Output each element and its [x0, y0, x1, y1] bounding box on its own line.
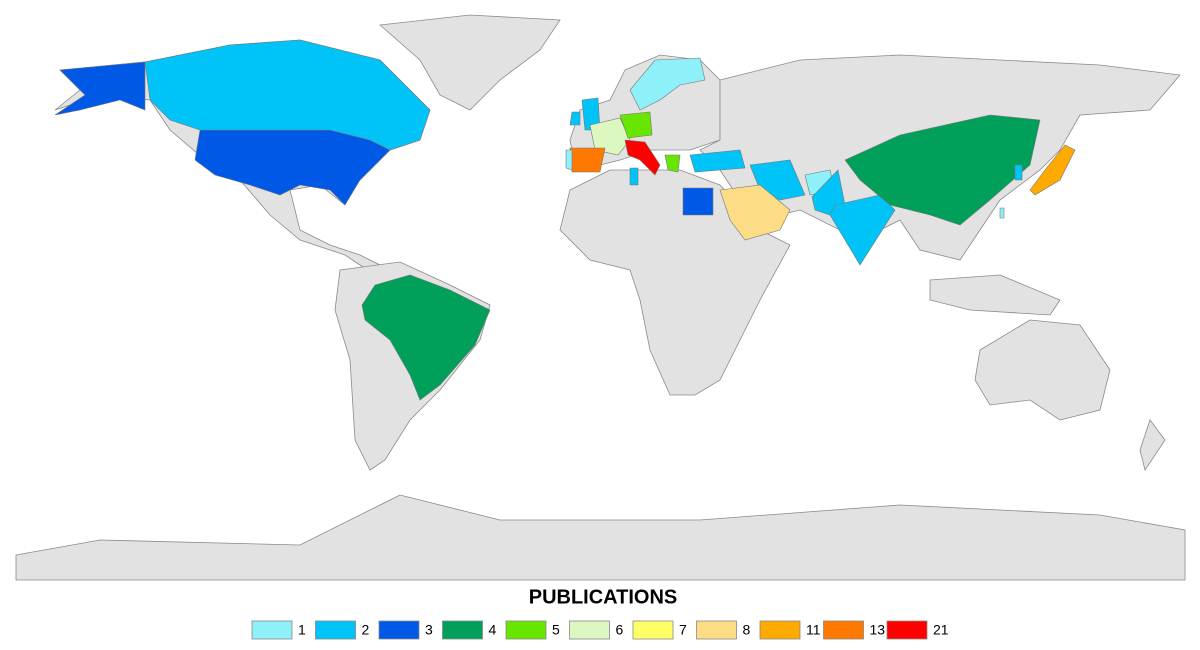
new-zealand — [1139, 419, 1166, 471]
country — [361, 274, 491, 401]
legend-label: 6 — [616, 622, 624, 638]
country — [589, 117, 631, 156]
country — [624, 139, 661, 176]
legend-label: 11 — [806, 622, 821, 638]
legend-swatch — [632, 620, 674, 640]
australia — [974, 319, 1111, 421]
legend-label: 21 — [933, 622, 949, 638]
legend-swatch — [696, 620, 737, 640]
islands — [929, 274, 1061, 316]
legend: 1 2 3 4 5 6 7 8 11 13 21 — [251, 620, 949, 640]
legend-swatch — [886, 620, 928, 640]
country — [689, 149, 746, 173]
legend-label: 7 — [679, 622, 687, 638]
legend-label: 5 — [552, 622, 560, 638]
regions — [54, 39, 1076, 401]
legend-swatch — [251, 620, 293, 640]
legend-swatch — [442, 620, 483, 640]
country — [629, 167, 639, 186]
legend-label: 3 — [425, 622, 433, 638]
country — [1014, 164, 1023, 181]
legend-swatch — [505, 620, 547, 640]
country — [999, 207, 1005, 219]
country — [54, 61, 146, 116]
greenland — [379, 14, 561, 111]
legend-swatch — [823, 620, 864, 640]
legend-swatch — [315, 620, 356, 640]
country — [1029, 144, 1076, 196]
legend-label: 1 — [298, 622, 306, 638]
africa — [559, 169, 791, 396]
legend-label: 2 — [362, 622, 370, 638]
legend-label: 13 — [870, 622, 886, 638]
country — [565, 149, 573, 171]
legend-title: PUBLICATIONS — [529, 586, 678, 608]
country — [719, 184, 791, 241]
country — [682, 187, 714, 216]
legend-swatch — [759, 620, 801, 640]
country — [844, 114, 1041, 226]
legend-swatch — [378, 620, 420, 640]
legend-swatch — [569, 620, 610, 640]
antarctica — [15, 494, 1186, 581]
country — [569, 111, 581, 126]
country — [664, 154, 681, 173]
legend-label: 8 — [743, 622, 751, 638]
country — [629, 57, 706, 111]
country — [144, 39, 431, 151]
legend-label: 4 — [489, 622, 497, 638]
country — [569, 147, 606, 173]
country — [619, 111, 653, 139]
